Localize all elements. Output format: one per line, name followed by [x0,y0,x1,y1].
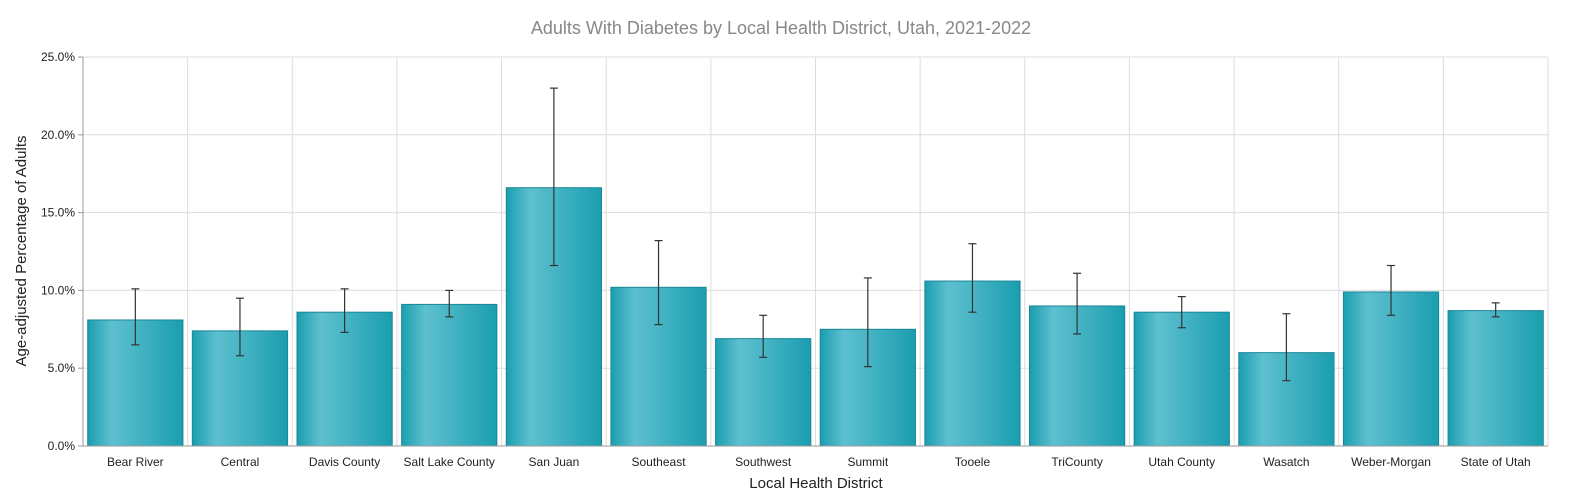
x-tick-label: Central [221,455,260,469]
x-tick-label: Southeast [632,455,687,469]
bar-davis-county[interactable] [296,311,393,447]
axes [78,56,1548,447]
y-tick-label: 20.0% [41,128,75,142]
x-tick-label: TriCounty [1051,455,1103,469]
x-tick-label: Bear River [107,455,164,469]
bar-utah-county[interactable] [1133,311,1230,447]
x-tick-label: Southwest [735,455,792,469]
x-tick-label: San Juan [529,455,580,469]
x-tick-label: Davis County [309,455,380,469]
y-tick-label: 10.0% [41,283,75,297]
bar-salt-lake-county[interactable] [401,303,498,447]
x-tick-label: Salt Lake County [404,455,495,469]
chart-title: Adults With Diabetes by Local Health Dis… [531,18,1031,38]
y-tick-label: 25.0% [41,50,75,64]
y-tick-label: 5.0% [48,361,76,375]
x-tick-label: Summit [847,455,888,469]
x-tick-label: State of Utah [1461,455,1531,469]
error-bars [131,87,1500,382]
y-axis-title: Age-adjusted Percentage of Adults [13,136,30,367]
bar-state-of-utah[interactable] [1447,310,1544,447]
x-tick-label: Wasatch [1263,455,1309,469]
bars [87,187,1544,447]
gridlines [82,56,1549,447]
y-tick-labels: 0.0% 5.0% 10.0% 15.0% 20.0% 25.0% [41,50,75,453]
x-tick-label: Utah County [1148,455,1215,469]
y-tick-label: 0.0% [48,439,76,453]
x-tick-labels: Bear River Central Davis County Salt Lake C… [107,455,1531,469]
bar-bear-river[interactable] [87,319,184,447]
x-tick-label: Tooele [955,455,991,469]
x-axis-title: Local Health District [749,475,883,492]
y-tick-label: 15.0% [41,206,75,220]
x-tick-label: Weber-Morgan [1351,455,1431,469]
